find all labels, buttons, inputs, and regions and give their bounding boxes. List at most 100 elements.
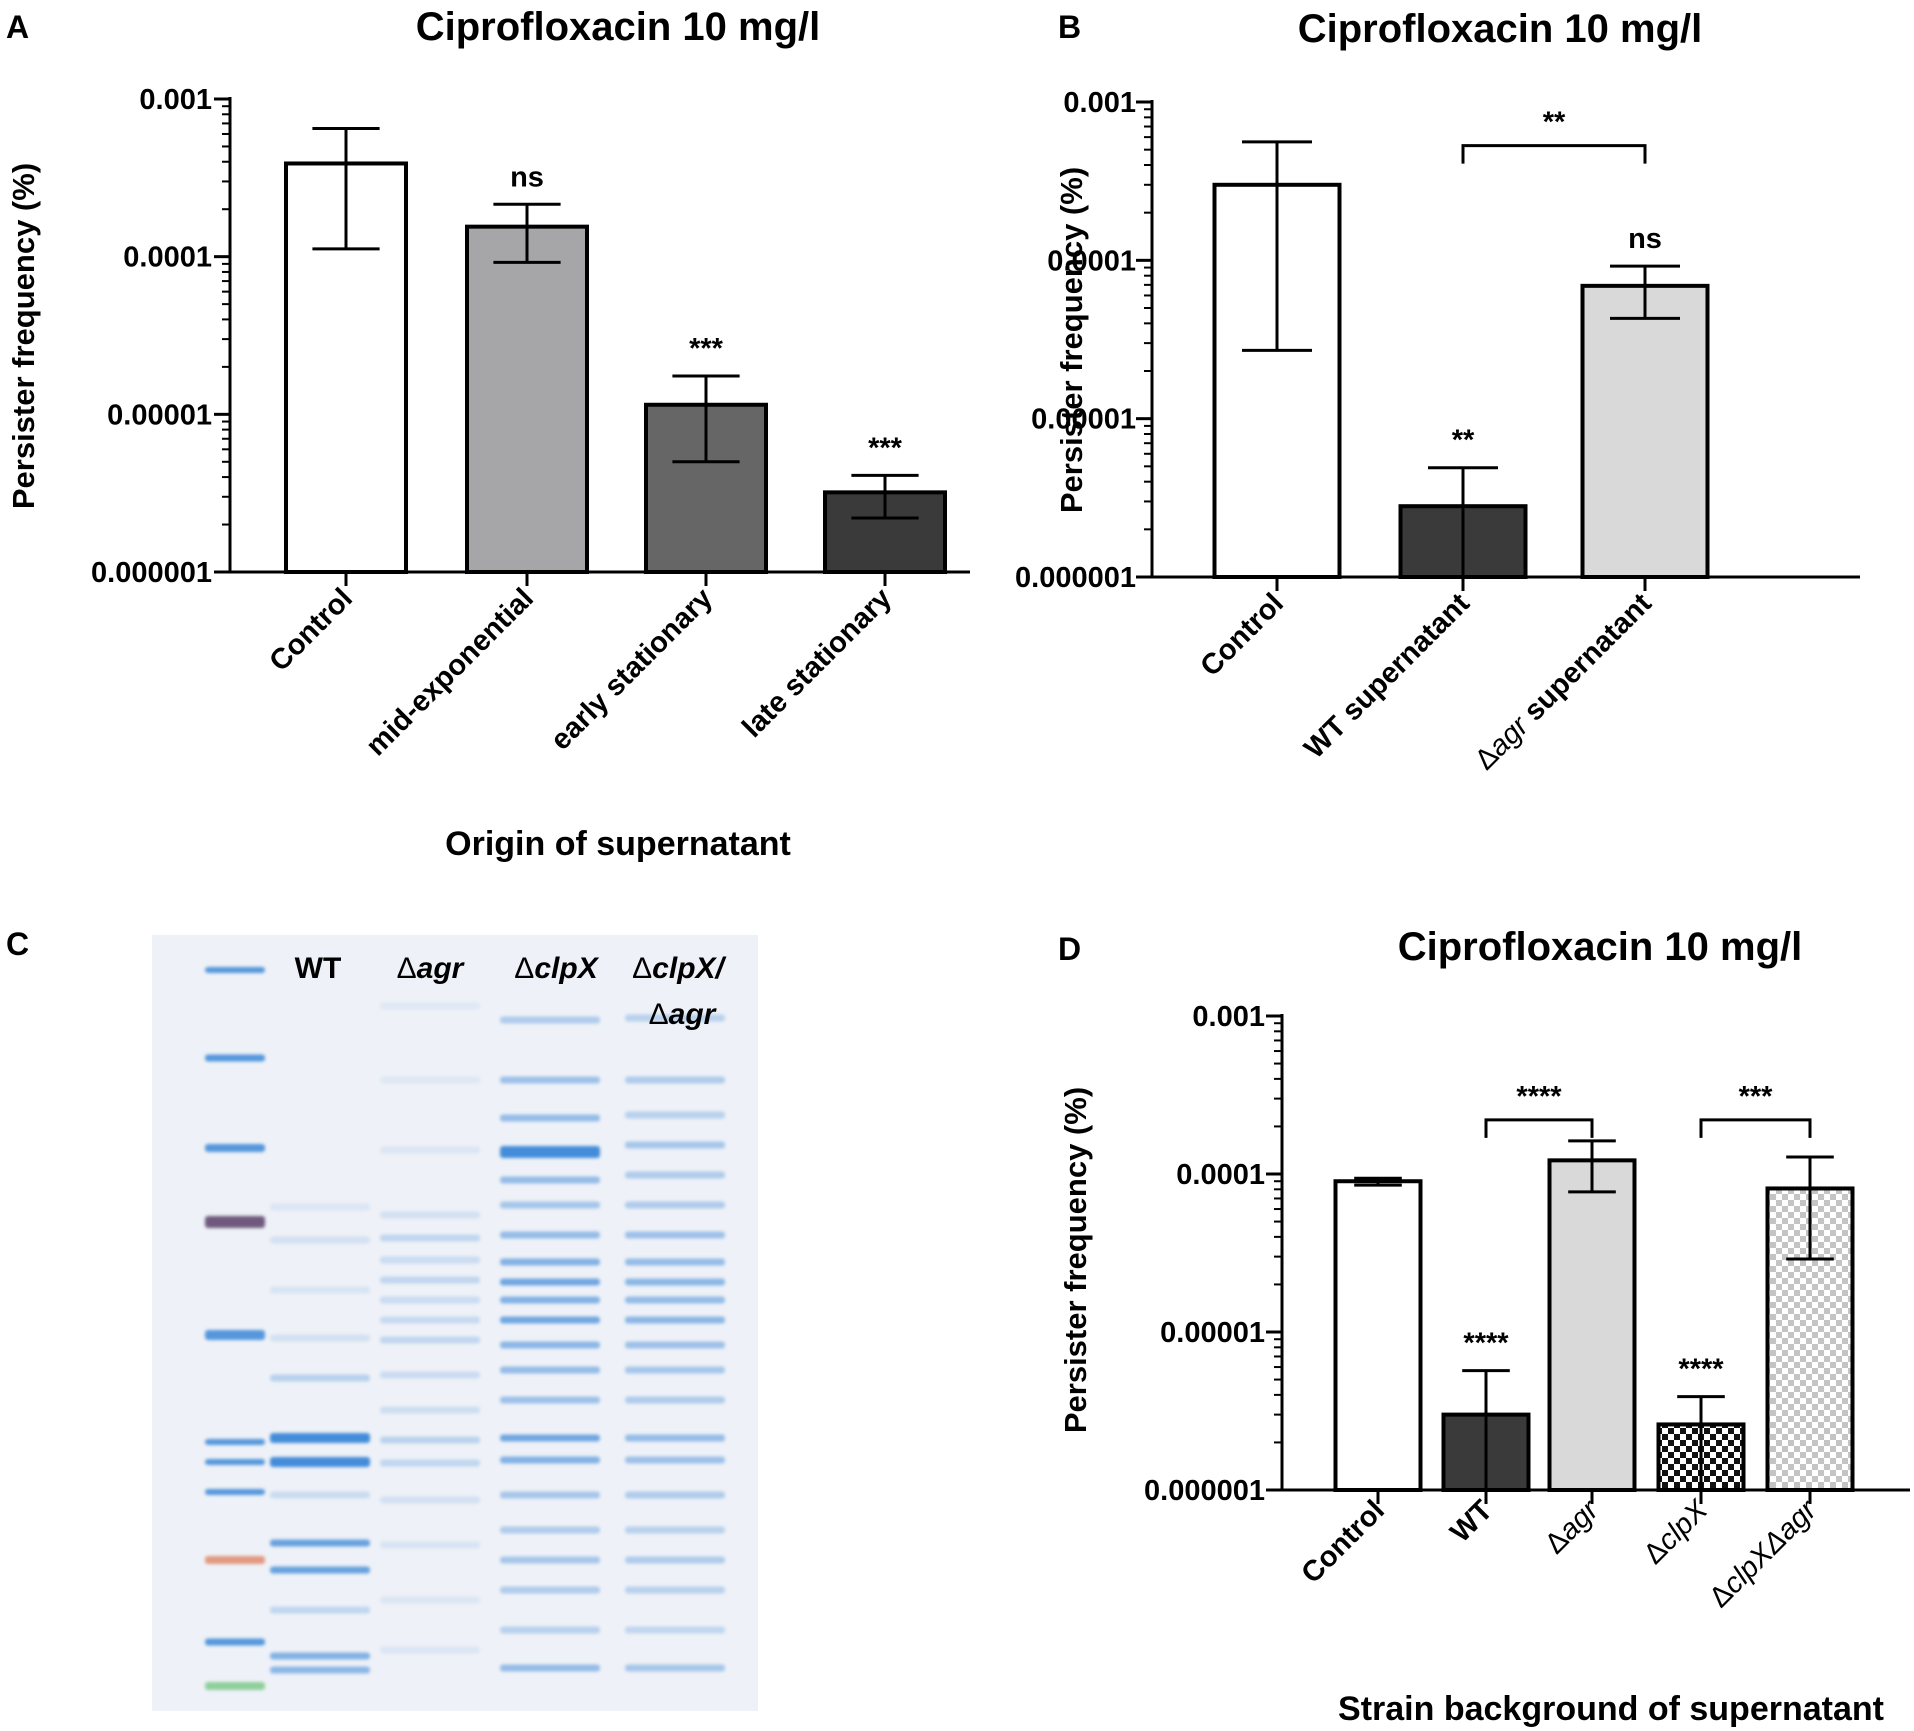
gel-band-lane-2 bbox=[380, 1276, 480, 1284]
lane-label-italic: agr bbox=[669, 998, 718, 1031]
category-prefix: Control bbox=[1295, 1494, 1391, 1590]
chart-title: Ciprofloxacin 10 mg/l bbox=[416, 5, 821, 49]
gel-band-lane-2 bbox=[380, 1541, 480, 1549]
gel-band-lane-1 bbox=[270, 1457, 370, 1467]
category-prefix: mid-exponential bbox=[360, 582, 540, 762]
ladder-band bbox=[205, 1489, 265, 1495]
gel-band-lane-1 bbox=[270, 1491, 370, 1499]
gel-band-lane-3 bbox=[500, 1586, 600, 1594]
bracket-label: ** bbox=[1543, 107, 1566, 139]
ladder-band bbox=[205, 1459, 265, 1465]
y-tick-label: 0.00001 bbox=[1031, 404, 1136, 436]
gel-bands bbox=[205, 967, 725, 1690]
gel-band-lane-2 bbox=[380, 1459, 480, 1467]
gel-band-lane-4 bbox=[625, 1278, 725, 1286]
sds-page-gel: WT Δagr ΔclpX ΔclpX/Δagr bbox=[152, 935, 758, 1711]
gel-band-lane-1 bbox=[270, 1606, 370, 1614]
y-axis-label: Persister frequency (%) bbox=[6, 163, 41, 509]
x-axis-label: Strain background of supernatant bbox=[1338, 1690, 1884, 1728]
gel-lane-label-3: ΔclpX bbox=[514, 952, 599, 985]
gel-band-lane-4 bbox=[625, 1014, 725, 1022]
lane-label-italic: clpX/ bbox=[652, 952, 726, 985]
chart-panel-b: Ciprofloxacin 10 mg/l Persister frequency… bbox=[1015, 7, 1860, 776]
y-tick-label: 0.000001 bbox=[1144, 1475, 1265, 1507]
ladder-band bbox=[205, 1682, 265, 1690]
gel-band-lane-4 bbox=[625, 1556, 725, 1564]
gel-band-lane-3 bbox=[500, 1016, 600, 1024]
x-category-label: Control bbox=[1194, 587, 1290, 683]
gel-band-lane-4 bbox=[625, 1076, 725, 1084]
gel-lane-label-4: ΔclpX/ bbox=[632, 952, 726, 985]
gel-band-lane-3 bbox=[500, 1146, 600, 1158]
gel-band-lane-4 bbox=[625, 1341, 725, 1349]
bar-agr bbox=[1547, 1158, 1637, 1492]
gel-band-lane-4 bbox=[625, 1491, 725, 1499]
gel-band-lane-4 bbox=[625, 1171, 725, 1179]
gel-band-lane-1 bbox=[270, 1236, 370, 1244]
y-tick-label: 0.0001 bbox=[1047, 245, 1136, 277]
gel-band-lane-4 bbox=[625, 1456, 725, 1464]
gel-band-lane-1 bbox=[270, 1539, 370, 1547]
gel-band-lane-3 bbox=[500, 1201, 600, 1209]
gel-band-lane-4 bbox=[625, 1664, 725, 1672]
chart-panel-a: Ciprofloxacin 10 mg/l Persister frequency… bbox=[6, 5, 970, 863]
gel-band-lane-3 bbox=[500, 1526, 600, 1534]
gel-band-lane-1 bbox=[270, 1334, 370, 1342]
panel-letter-c: C bbox=[6, 926, 29, 962]
x-category-label: Control bbox=[1295, 1494, 1391, 1590]
gel-band-lane-3 bbox=[500, 1076, 600, 1084]
significance-label: ns bbox=[1628, 223, 1662, 255]
gel-band-lane-3 bbox=[500, 1258, 600, 1266]
bar-control bbox=[1333, 1179, 1423, 1493]
gel-band-lane-3 bbox=[500, 1396, 600, 1404]
x-category-label: Δagr supernatant bbox=[1469, 587, 1658, 776]
gel-band-lane-1 bbox=[270, 1374, 370, 1382]
significance-label: ** bbox=[1452, 425, 1475, 457]
x-category-label: ΔclpX bbox=[1638, 1493, 1715, 1570]
gel-band-lane-1 bbox=[270, 1286, 370, 1294]
gel-band-lane-3 bbox=[500, 1456, 600, 1464]
x-category-label: early stationary bbox=[545, 582, 719, 756]
significance-label: ns bbox=[510, 161, 544, 193]
gel-band-lane-1 bbox=[270, 1666, 370, 1674]
bar-mid-exponential bbox=[465, 224, 589, 574]
gel-band-lane-2 bbox=[380, 1076, 480, 1084]
gel-band-lane-4 bbox=[625, 1434, 725, 1442]
gel-band-lane-1 bbox=[270, 1433, 370, 1443]
gel-band-lane-3 bbox=[500, 1296, 600, 1304]
x-category-label: WT supernatant bbox=[1298, 587, 1476, 765]
gel-band-lane-2 bbox=[380, 1211, 480, 1219]
panel-letter-b: B bbox=[1058, 9, 1081, 45]
gel-band-lane-2 bbox=[380, 1336, 480, 1344]
gel-band-lane-4 bbox=[625, 1626, 725, 1634]
gel-band-lane-3 bbox=[500, 1114, 600, 1122]
x-category-label: Control bbox=[263, 582, 359, 678]
significance-bracket bbox=[1461, 144, 1647, 164]
y-tick-label: 0.000001 bbox=[1015, 562, 1136, 594]
category-prefix: Control bbox=[1194, 587, 1290, 683]
gel-band-lane-4 bbox=[625, 1316, 725, 1324]
y-tick-label: 0.000001 bbox=[91, 557, 212, 589]
category-prefix: Control bbox=[263, 582, 359, 678]
gel-band-lane-2 bbox=[380, 1316, 480, 1324]
gel-lane-label-4-line2: Δagr bbox=[649, 998, 718, 1031]
y-tick-label: 0.0001 bbox=[1176, 1159, 1265, 1191]
gel-band-lane-4 bbox=[625, 1396, 725, 1404]
x-category-label: Δagr bbox=[1539, 1493, 1606, 1560]
y-tick-label: 0.001 bbox=[139, 84, 212, 116]
x-axis-label: Origin of supernatant bbox=[445, 825, 791, 863]
gel-band-lane-3 bbox=[500, 1434, 600, 1442]
y-tick-label: 0.00001 bbox=[1160, 1317, 1265, 1349]
lane-label-italic: clpX bbox=[534, 952, 599, 985]
gel-band-lane-2 bbox=[380, 1496, 480, 1504]
bar-agr bbox=[1580, 283, 1710, 579]
category-prefix: WT bbox=[1444, 1494, 1499, 1549]
ladder-band bbox=[205, 1144, 265, 1152]
gel-band-lane-4 bbox=[625, 1258, 725, 1266]
y-axis-label: Persister frequency (%) bbox=[1054, 167, 1089, 513]
bracket-label: *** bbox=[1739, 1081, 1774, 1113]
x-category-label: late stationary bbox=[736, 582, 898, 744]
ladder-band bbox=[205, 1638, 265, 1646]
gel-band-lane-3 bbox=[500, 1491, 600, 1499]
